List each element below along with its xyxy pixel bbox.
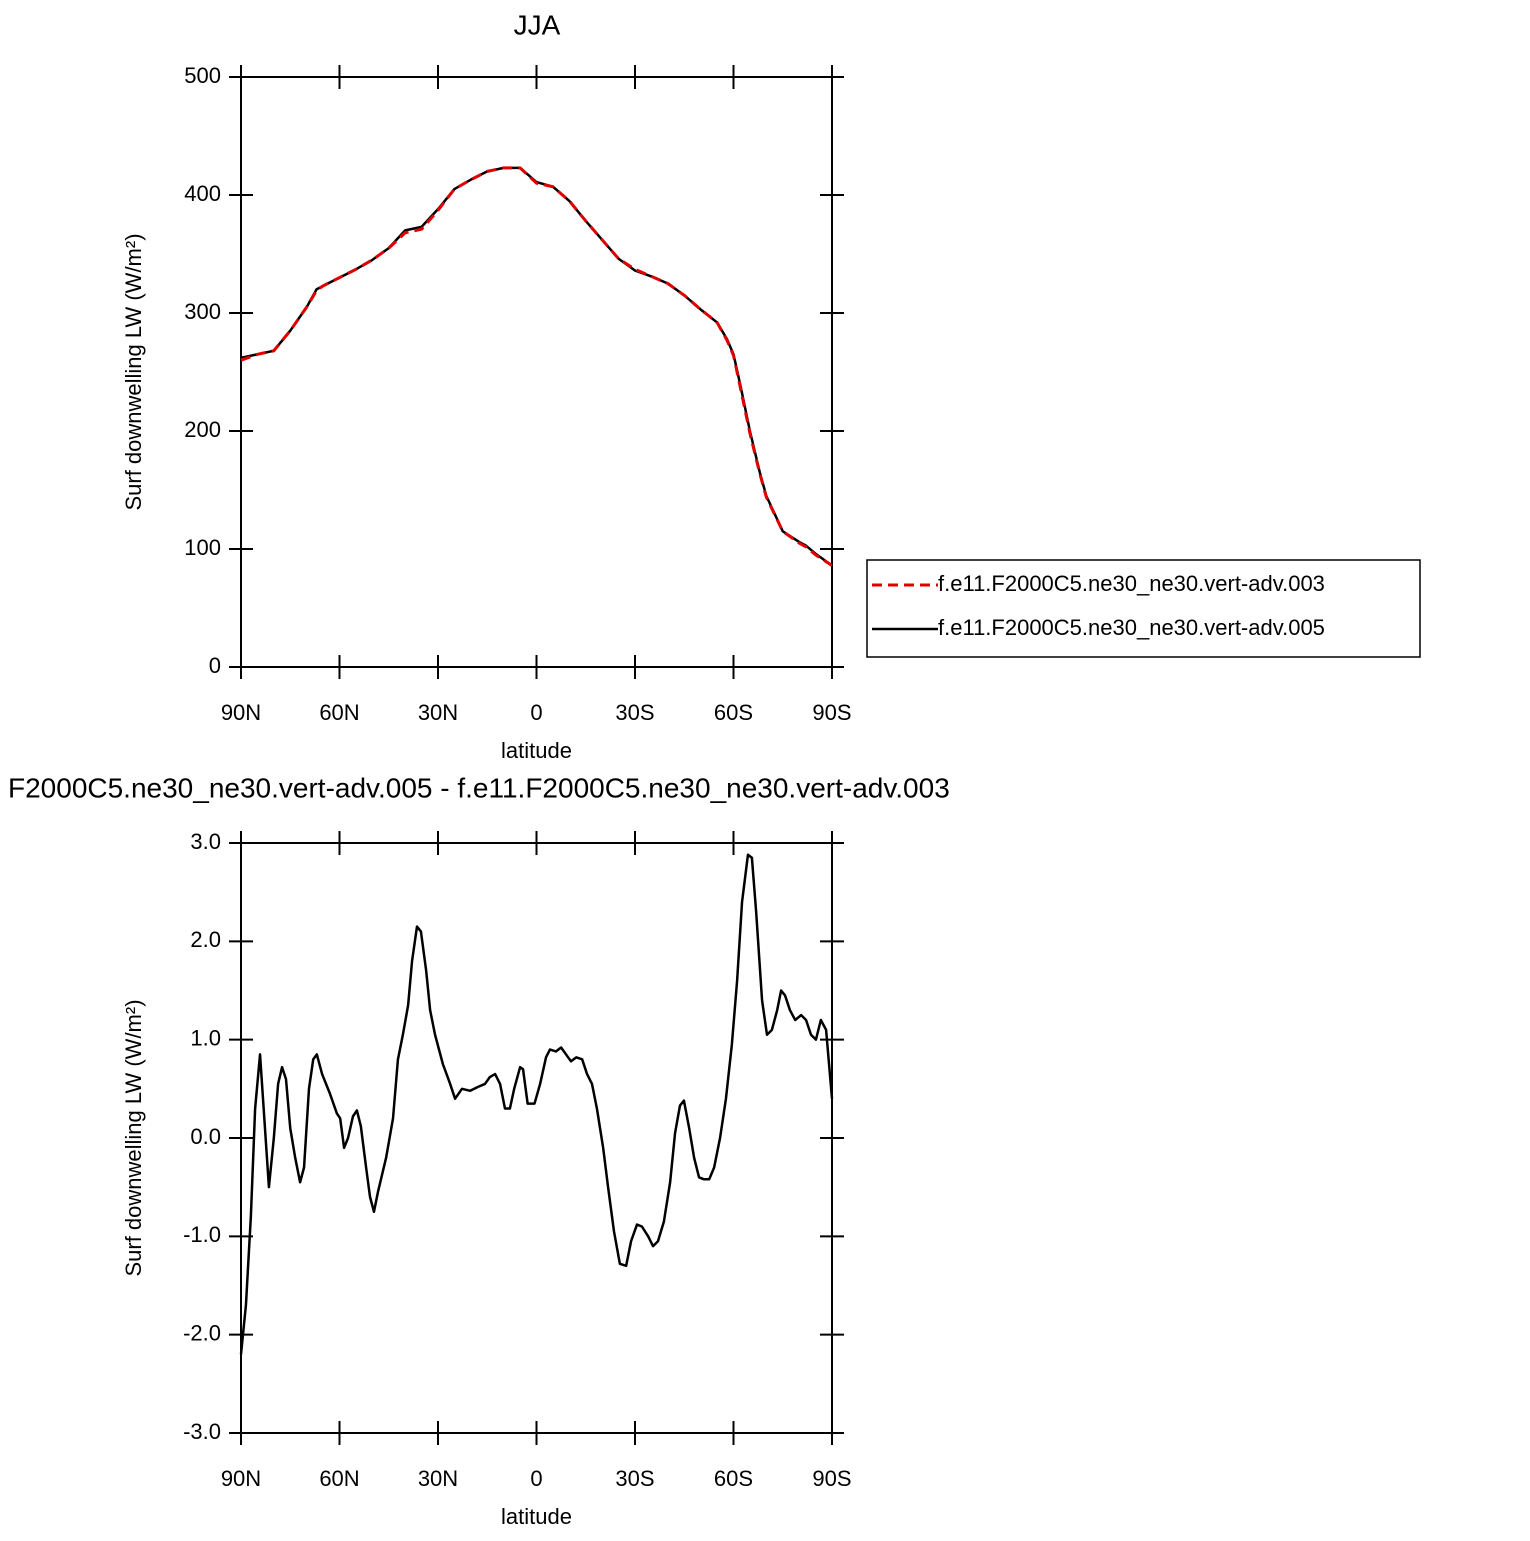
- y-tick-label: -3.0: [183, 1419, 221, 1444]
- x-tick-label: 60N: [319, 1466, 359, 1491]
- legend-label: f.e11.F2000C5.ne30_ne30.vert-adv.003: [938, 571, 1325, 596]
- y-tick-label: 500: [184, 63, 221, 88]
- x-tick-label: 30N: [418, 1466, 458, 1491]
- x-tick-label: 30S: [615, 700, 654, 725]
- series-line: [240, 166, 833, 567]
- x-tick-label: 0: [530, 700, 542, 725]
- x-axis-label: latitude: [501, 1504, 572, 1529]
- y-axis-label: Surf downwelling LW (W/m²): [121, 999, 146, 1276]
- y-tick-label: 1.0: [190, 1025, 221, 1050]
- x-tick-label: 60S: [714, 700, 753, 725]
- series-line: [239, 853, 834, 1355]
- x-tick-label: 90S: [812, 1466, 851, 1491]
- x-tick-label: 90N: [221, 700, 261, 725]
- y-axis-label: Surf downwelling LW (W/m²): [121, 233, 146, 510]
- legend-box: [866, 559, 1421, 658]
- y-tick-label: -2.0: [183, 1320, 221, 1345]
- x-tick-label: 60S: [714, 1466, 753, 1491]
- y-tick-label: 0: [209, 653, 221, 678]
- y-tick-label: 0.0: [190, 1124, 221, 1149]
- plot-frame: [240, 842, 833, 1434]
- chart-title: F2000C5.ne30_ne30.vert-adv.005 - f.e11.F…: [8, 772, 950, 803]
- x-tick-label: 30N: [418, 700, 458, 725]
- chart-title: JJA: [514, 9, 561, 40]
- x-tick-label: 0: [530, 1466, 542, 1491]
- y-tick-label: 2.0: [190, 927, 221, 952]
- y-tick-label: 200: [184, 417, 221, 442]
- y-tick-label: 400: [184, 181, 221, 206]
- x-tick-label: 90N: [221, 1466, 261, 1491]
- legend-label: f.e11.F2000C5.ne30_ne30.vert-adv.005: [938, 615, 1325, 640]
- y-tick-label: 300: [184, 299, 221, 324]
- y-tick-label: 100: [184, 535, 221, 560]
- series-line: [240, 166, 833, 567]
- y-tick-label: -1.0: [183, 1222, 221, 1247]
- x-tick-label: 90S: [812, 700, 851, 725]
- x-tick-label: 60N: [319, 700, 359, 725]
- plot-frame: [240, 76, 833, 668]
- x-axis-label: latitude: [501, 738, 572, 763]
- x-tick-label: 30S: [615, 1466, 654, 1491]
- y-tick-label: 3.0: [190, 829, 221, 854]
